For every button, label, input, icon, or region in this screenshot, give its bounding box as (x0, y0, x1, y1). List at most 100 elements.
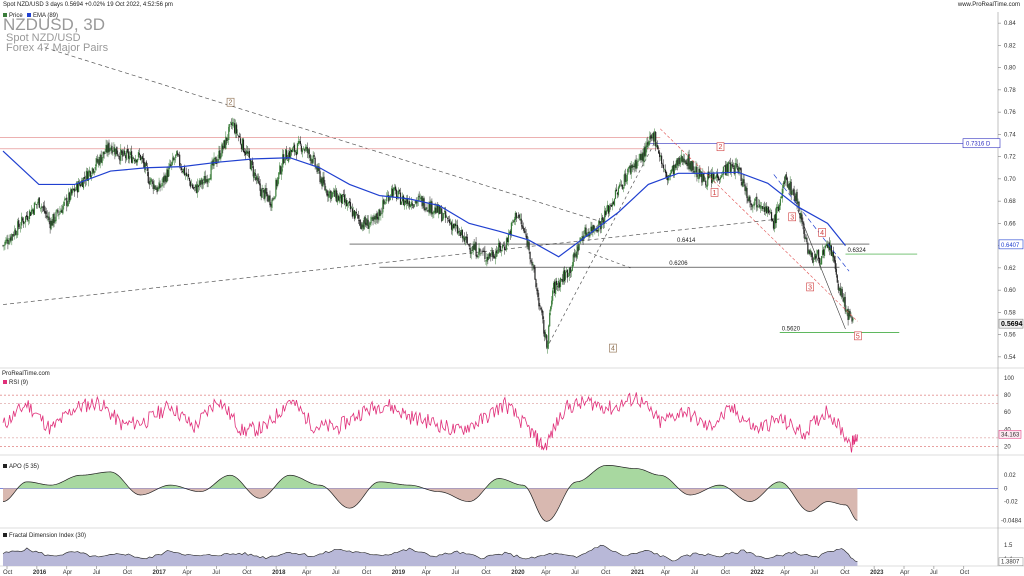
candle-body (659, 152, 661, 158)
candle-body (763, 208, 765, 209)
candle-body (301, 149, 303, 153)
candle-body (303, 149, 305, 151)
candle-body (205, 179, 207, 182)
candle-body (641, 153, 643, 161)
candle-body (757, 206, 759, 207)
candle-body (436, 204, 438, 213)
candle-body (702, 173, 704, 182)
candle-body (375, 213, 377, 220)
candle-body (683, 158, 685, 163)
wave-label: 4 (820, 230, 824, 237)
candle-body (804, 234, 806, 239)
candle-body (194, 184, 196, 188)
candle-body (86, 171, 89, 181)
candle-body (847, 308, 849, 321)
candle-body (640, 154, 642, 161)
candle-body (336, 190, 338, 202)
candle-body (714, 177, 716, 179)
x-tick-label: Oct (362, 570, 372, 576)
candle-body (139, 154, 142, 160)
candle-body (815, 255, 817, 259)
candle-body (179, 154, 181, 166)
candle-body (458, 231, 461, 232)
candle-body (803, 223, 805, 234)
candle-body (761, 206, 763, 208)
candle-body (465, 236, 467, 239)
candle-body (395, 186, 397, 191)
candle-body (182, 168, 185, 174)
candle-body (133, 159, 136, 162)
candle-body (437, 204, 439, 213)
x-tick-label: 2017 (153, 570, 167, 576)
candle-body (606, 210, 608, 214)
candle-body (650, 135, 652, 139)
fdi-legend-label: Fractal Dimension Index (30) (9, 533, 86, 539)
candle-body (823, 249, 826, 256)
watermark-symbol: NZDUSD, 3D (3, 15, 105, 34)
candle-body (77, 180, 80, 193)
trendline-down (44, 47, 607, 224)
candle-body (343, 194, 346, 203)
candle-body (852, 318, 854, 321)
candle-body (646, 142, 648, 148)
candle-body (297, 141, 300, 144)
candle-body (198, 180, 200, 187)
candle-body (793, 189, 795, 196)
candle-body (431, 201, 433, 215)
candle-body (218, 150, 220, 159)
candle-body (45, 211, 47, 215)
candle-body (126, 150, 128, 160)
candle-body (271, 199, 273, 208)
candle-body (790, 181, 792, 196)
candle-body (195, 185, 197, 193)
candle-body (604, 210, 606, 224)
candle-body (522, 226, 524, 229)
candle-body (851, 316, 853, 322)
candle-body (14, 229, 16, 237)
main-y-tick-label: 0.84 (1004, 21, 1016, 27)
candle-body (308, 149, 310, 155)
candle-body (246, 151, 248, 154)
candle-body (245, 150, 248, 155)
candle-body (718, 179, 721, 181)
candle-body (9, 238, 11, 244)
candle-body (209, 178, 211, 180)
candle-body (834, 260, 836, 270)
candle-body (257, 177, 259, 182)
candle-body (405, 198, 408, 204)
x-tick-label: Jul (332, 570, 340, 576)
main-y-tick-label: 0.78 (1004, 88, 1016, 94)
candle-body (505, 238, 508, 250)
candle-body (840, 288, 842, 296)
candle-body (451, 224, 454, 231)
candle-body (607, 204, 609, 212)
candle-body (350, 207, 353, 209)
candle-body (620, 184, 622, 186)
x-tick-label: 2022 (751, 570, 765, 576)
candle-body (511, 222, 514, 223)
apo-y-tick-label: 0 (1004, 486, 1008, 492)
candle-body (202, 181, 204, 184)
candle-body (99, 154, 101, 165)
candle-body (565, 271, 567, 272)
candle-body (312, 155, 314, 163)
candle-body (278, 172, 280, 179)
candle-body (744, 184, 746, 191)
candle-body (360, 225, 362, 230)
candle-body (156, 187, 158, 193)
candle-body (708, 171, 710, 178)
candle-body (841, 289, 843, 298)
provider-label: ProRealTime.com (2, 371, 50, 377)
candle-body (739, 167, 741, 170)
candle-body (645, 145, 647, 157)
x-tick-label: Oct (3, 570, 13, 576)
candle-body (526, 235, 528, 247)
candle-body (585, 227, 587, 236)
candle-body (468, 244, 470, 247)
candle-body (656, 145, 658, 148)
candle-body (550, 306, 552, 312)
candle-body (367, 219, 369, 229)
trendline-covid (546, 143, 655, 349)
candle-body (404, 200, 407, 203)
